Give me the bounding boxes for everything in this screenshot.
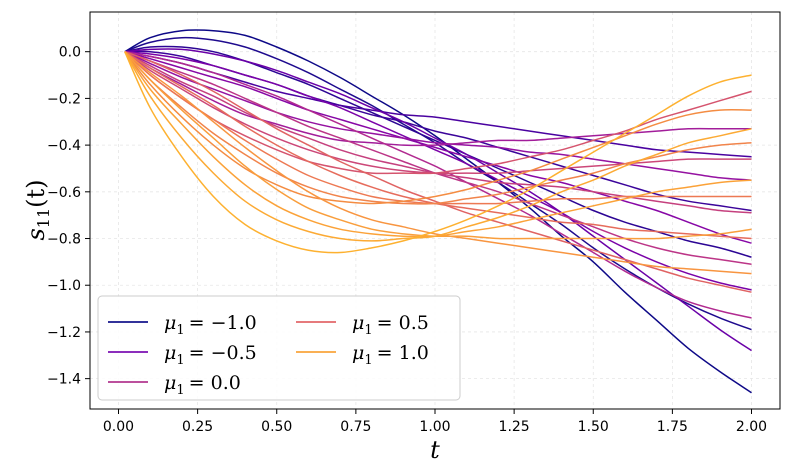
legend-entry-label: μ1 = −1.0 [164, 312, 257, 338]
x-tick-label: 0.75 [340, 419, 371, 435]
series-line [124, 50, 752, 293]
series-line [124, 51, 752, 175]
legend-subscript: 1 [364, 323, 372, 338]
legend-value: = 1.0 [377, 342, 429, 364]
y-axis-label: s11(t) [22, 179, 53, 240]
legend-value: = −1.0 [189, 312, 257, 334]
series-line [124, 50, 752, 291]
y-tick-label: −1.0 [47, 278, 81, 294]
x-tick-label: 1.25 [499, 419, 530, 435]
legend-entry-label: μ1 = 0.0 [164, 372, 241, 398]
y-tick-label: −1.2 [47, 325, 81, 341]
x-tick-label: 1.00 [419, 419, 450, 435]
legend-entry-label: μ1 = 1.0 [352, 342, 429, 368]
y-axis-ticks: 0.0 −0.2 −0.4 −0.6 −0.8 −1.0 −1.2 −1.4 [47, 45, 90, 388]
y-tick-label: 0.0 [59, 45, 81, 61]
series-line [124, 51, 752, 254]
x-tick-label: 0.50 [261, 419, 292, 435]
series-line [124, 51, 752, 181]
legend-subscript: 1 [176, 323, 184, 338]
series-line [124, 50, 752, 244]
y-axis-label-tail: (t) [22, 179, 50, 207]
y-tick-label: −1.4 [47, 372, 81, 388]
x-axis-label: t [430, 436, 440, 464]
series-line [124, 51, 752, 147]
series-line [124, 50, 752, 319]
legend-value: = 0.0 [189, 372, 241, 394]
y-axis-label-subscript: 11 [34, 208, 53, 228]
y-tick-label: −0.4 [47, 138, 81, 154]
legend-box [97, 295, 461, 401]
x-tick-label: 0.25 [182, 419, 213, 435]
legend-symbol: μ [164, 342, 176, 364]
legend-subscript: 1 [364, 353, 372, 368]
legend-symbol: μ [164, 372, 176, 394]
legend-symbol: μ [164, 312, 176, 334]
x-tick-label: 0.00 [103, 419, 134, 435]
legend-value: = −0.5 [189, 342, 257, 364]
legend-symbol: μ [352, 342, 364, 364]
y-tick-label: −0.6 [47, 185, 81, 201]
legend-value: = 0.5 [377, 312, 429, 334]
legend-entry-label: μ1 = −0.5 [164, 342, 257, 368]
legend-symbol: μ [352, 312, 364, 334]
series-line [124, 51, 752, 275]
series-line [124, 29, 752, 394]
legend-entry-label: μ1 = 0.5 [352, 312, 429, 338]
series-line [124, 48, 752, 352]
legend-subscript: 1 [176, 353, 184, 368]
legend: μ1 = −1.0μ1 = −0.5μ1 = 0.0μ1 = 0.5μ1 = 1.0 [97, 295, 461, 401]
series-line [124, 51, 752, 242]
y-tick-label: −0.8 [47, 232, 81, 248]
y-tick-label: −0.2 [47, 91, 81, 107]
series-line [124, 51, 752, 205]
legend-subscript: 1 [176, 383, 184, 398]
y-axis-label-main: s [22, 228, 50, 240]
x-axis-ticks: 0.00 0.25 0.50 0.75 1.00 1.25 1.50 1.75 2.00 [103, 409, 767, 435]
series-line [124, 51, 752, 205]
x-tick-label: 1.50 [578, 419, 609, 435]
x-tick-label: 2.00 [736, 419, 767, 435]
series-line [124, 45, 752, 258]
x-tick-label: 1.75 [657, 419, 688, 435]
series-lines [124, 29, 752, 394]
